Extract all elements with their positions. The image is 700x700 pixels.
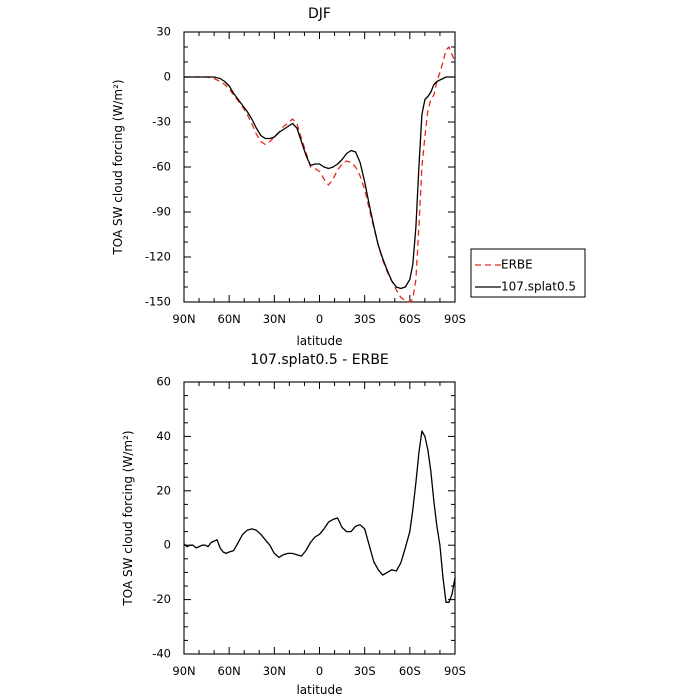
chart0-legend-label-0: ERBE: [501, 258, 533, 272]
chart1-x-tick-label: 30S: [354, 664, 376, 678]
chart0-x-tick-label: 90S: [444, 312, 466, 326]
chart0-series-line-1: [184, 76, 455, 290]
chart1-series-line-0: [183, 430, 456, 603]
chart1-x-tick-label: 60N: [218, 664, 241, 678]
chart1-title: 107.splat0.5 - ERBE: [250, 352, 389, 368]
chart0-series-line-0: [184, 46, 456, 303]
chart1-x-tick-label: 30N: [263, 664, 286, 678]
chart0-legend-box: [470, 248, 586, 298]
chart1-x-tick-label: 0: [316, 664, 323, 678]
chart0-y-tick-label: 0: [164, 70, 171, 84]
chart0-x-tick-label: 90N: [172, 312, 195, 326]
chart0-y-axis-label: TOA SW cloud forcing (W/m²): [111, 79, 125, 255]
chart1-y-axis-label: TOA SW cloud forcing (W/m²): [121, 430, 135, 606]
chart0-y-tick-label: 30: [156, 25, 171, 39]
chart0-y-tick-label: -60: [152, 160, 171, 174]
chart0-y-tick-label: -120: [145, 250, 171, 264]
chart1-y-tick-label: 40: [156, 429, 171, 443]
chart1-y-tick-label: 20: [156, 483, 171, 497]
chart1-y-tick-label: 0: [164, 538, 171, 552]
chart0-x-tick-label: 30S: [354, 312, 376, 326]
chart1-y-tick-label: 60: [156, 375, 171, 389]
chart0-x-axis-label: latitude: [296, 334, 342, 348]
chart0-x-tick-label: 0: [316, 312, 323, 326]
chart0-y-tick-label: -90: [152, 205, 171, 219]
chart1-y-tick-label: -20: [152, 592, 171, 606]
chart1-y-tick-label: -40: [152, 647, 171, 661]
chart1-x-tick-label: 60S: [399, 664, 421, 678]
chart0-y-tick-label: -30: [152, 115, 171, 129]
chart0-x-tick-label: 30N: [263, 312, 286, 326]
chart1-x-tick-label: 90S: [444, 664, 466, 678]
chart0-x-tick-label: 60S: [399, 312, 421, 326]
chart0-title: DJF: [308, 6, 331, 22]
chart0-y-tick-label: -150: [145, 295, 171, 309]
chart1-x-axis-label: latitude: [296, 683, 342, 697]
chart1-x-tick-label: 90N: [172, 664, 195, 678]
chart1-plot-frame: [183, 381, 456, 655]
chart0-x-tick-label: 60N: [218, 312, 241, 326]
chart0-plot-frame: [183, 31, 456, 303]
chart0-legend-label-1: 107.splat0.5: [501, 280, 576, 294]
